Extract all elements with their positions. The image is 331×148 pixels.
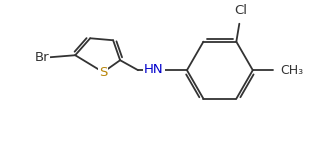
Text: CH₃: CH₃ xyxy=(281,64,304,77)
Text: S: S xyxy=(99,66,107,79)
Text: Br: Br xyxy=(35,51,49,64)
Text: HN: HN xyxy=(144,63,164,76)
Text: Cl: Cl xyxy=(234,4,247,17)
